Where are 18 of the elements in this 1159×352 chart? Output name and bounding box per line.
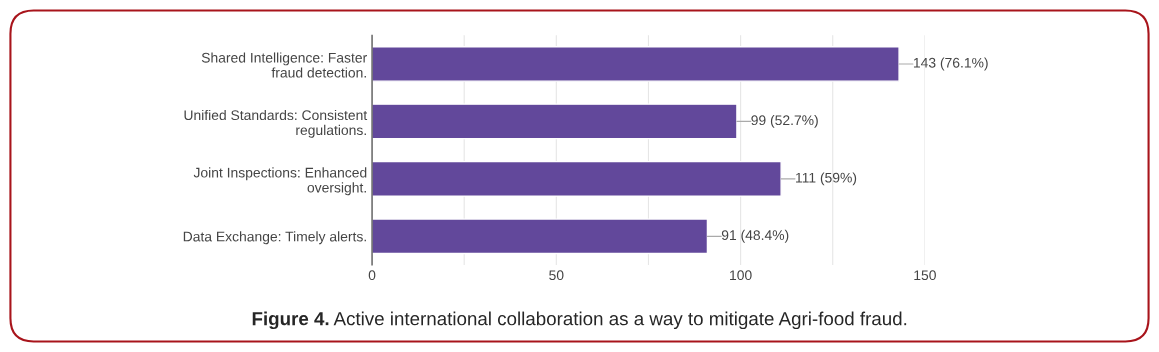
text: Active international collaboration as a way to mitigate Agri-food fraud. (333, 311, 907, 330)
data-label: 143 (76.1%) (913, 57, 988, 71)
bar (372, 218, 709, 255)
y-tick-label: Data Exchange: Timely alerts. (183, 231, 366, 245)
x-tick-label: 0 (368, 270, 376, 281)
x-tick-label: 150 (914, 270, 936, 281)
y-tick-label: Shared Intelligence: Faster fraud detection. (201, 52, 367, 78)
x-tick-label: 100 (730, 270, 752, 281)
data-label: 99 (52.7%) (751, 114, 818, 128)
y-tick-label: Joint Inspections: Enhanced oversight. (193, 167, 367, 196)
y-tick-label: Unified Standards: Consistent regulations. (184, 109, 368, 138)
bar (372, 45, 900, 82)
data-label: 111 (59%) (796, 172, 857, 186)
data-label: 91 (48.4%) (721, 229, 789, 243)
x-tick-label: 50 (549, 270, 564, 281)
bar (372, 160, 782, 197)
bar (372, 103, 738, 140)
caption: Figure 4. (252, 311, 329, 330)
